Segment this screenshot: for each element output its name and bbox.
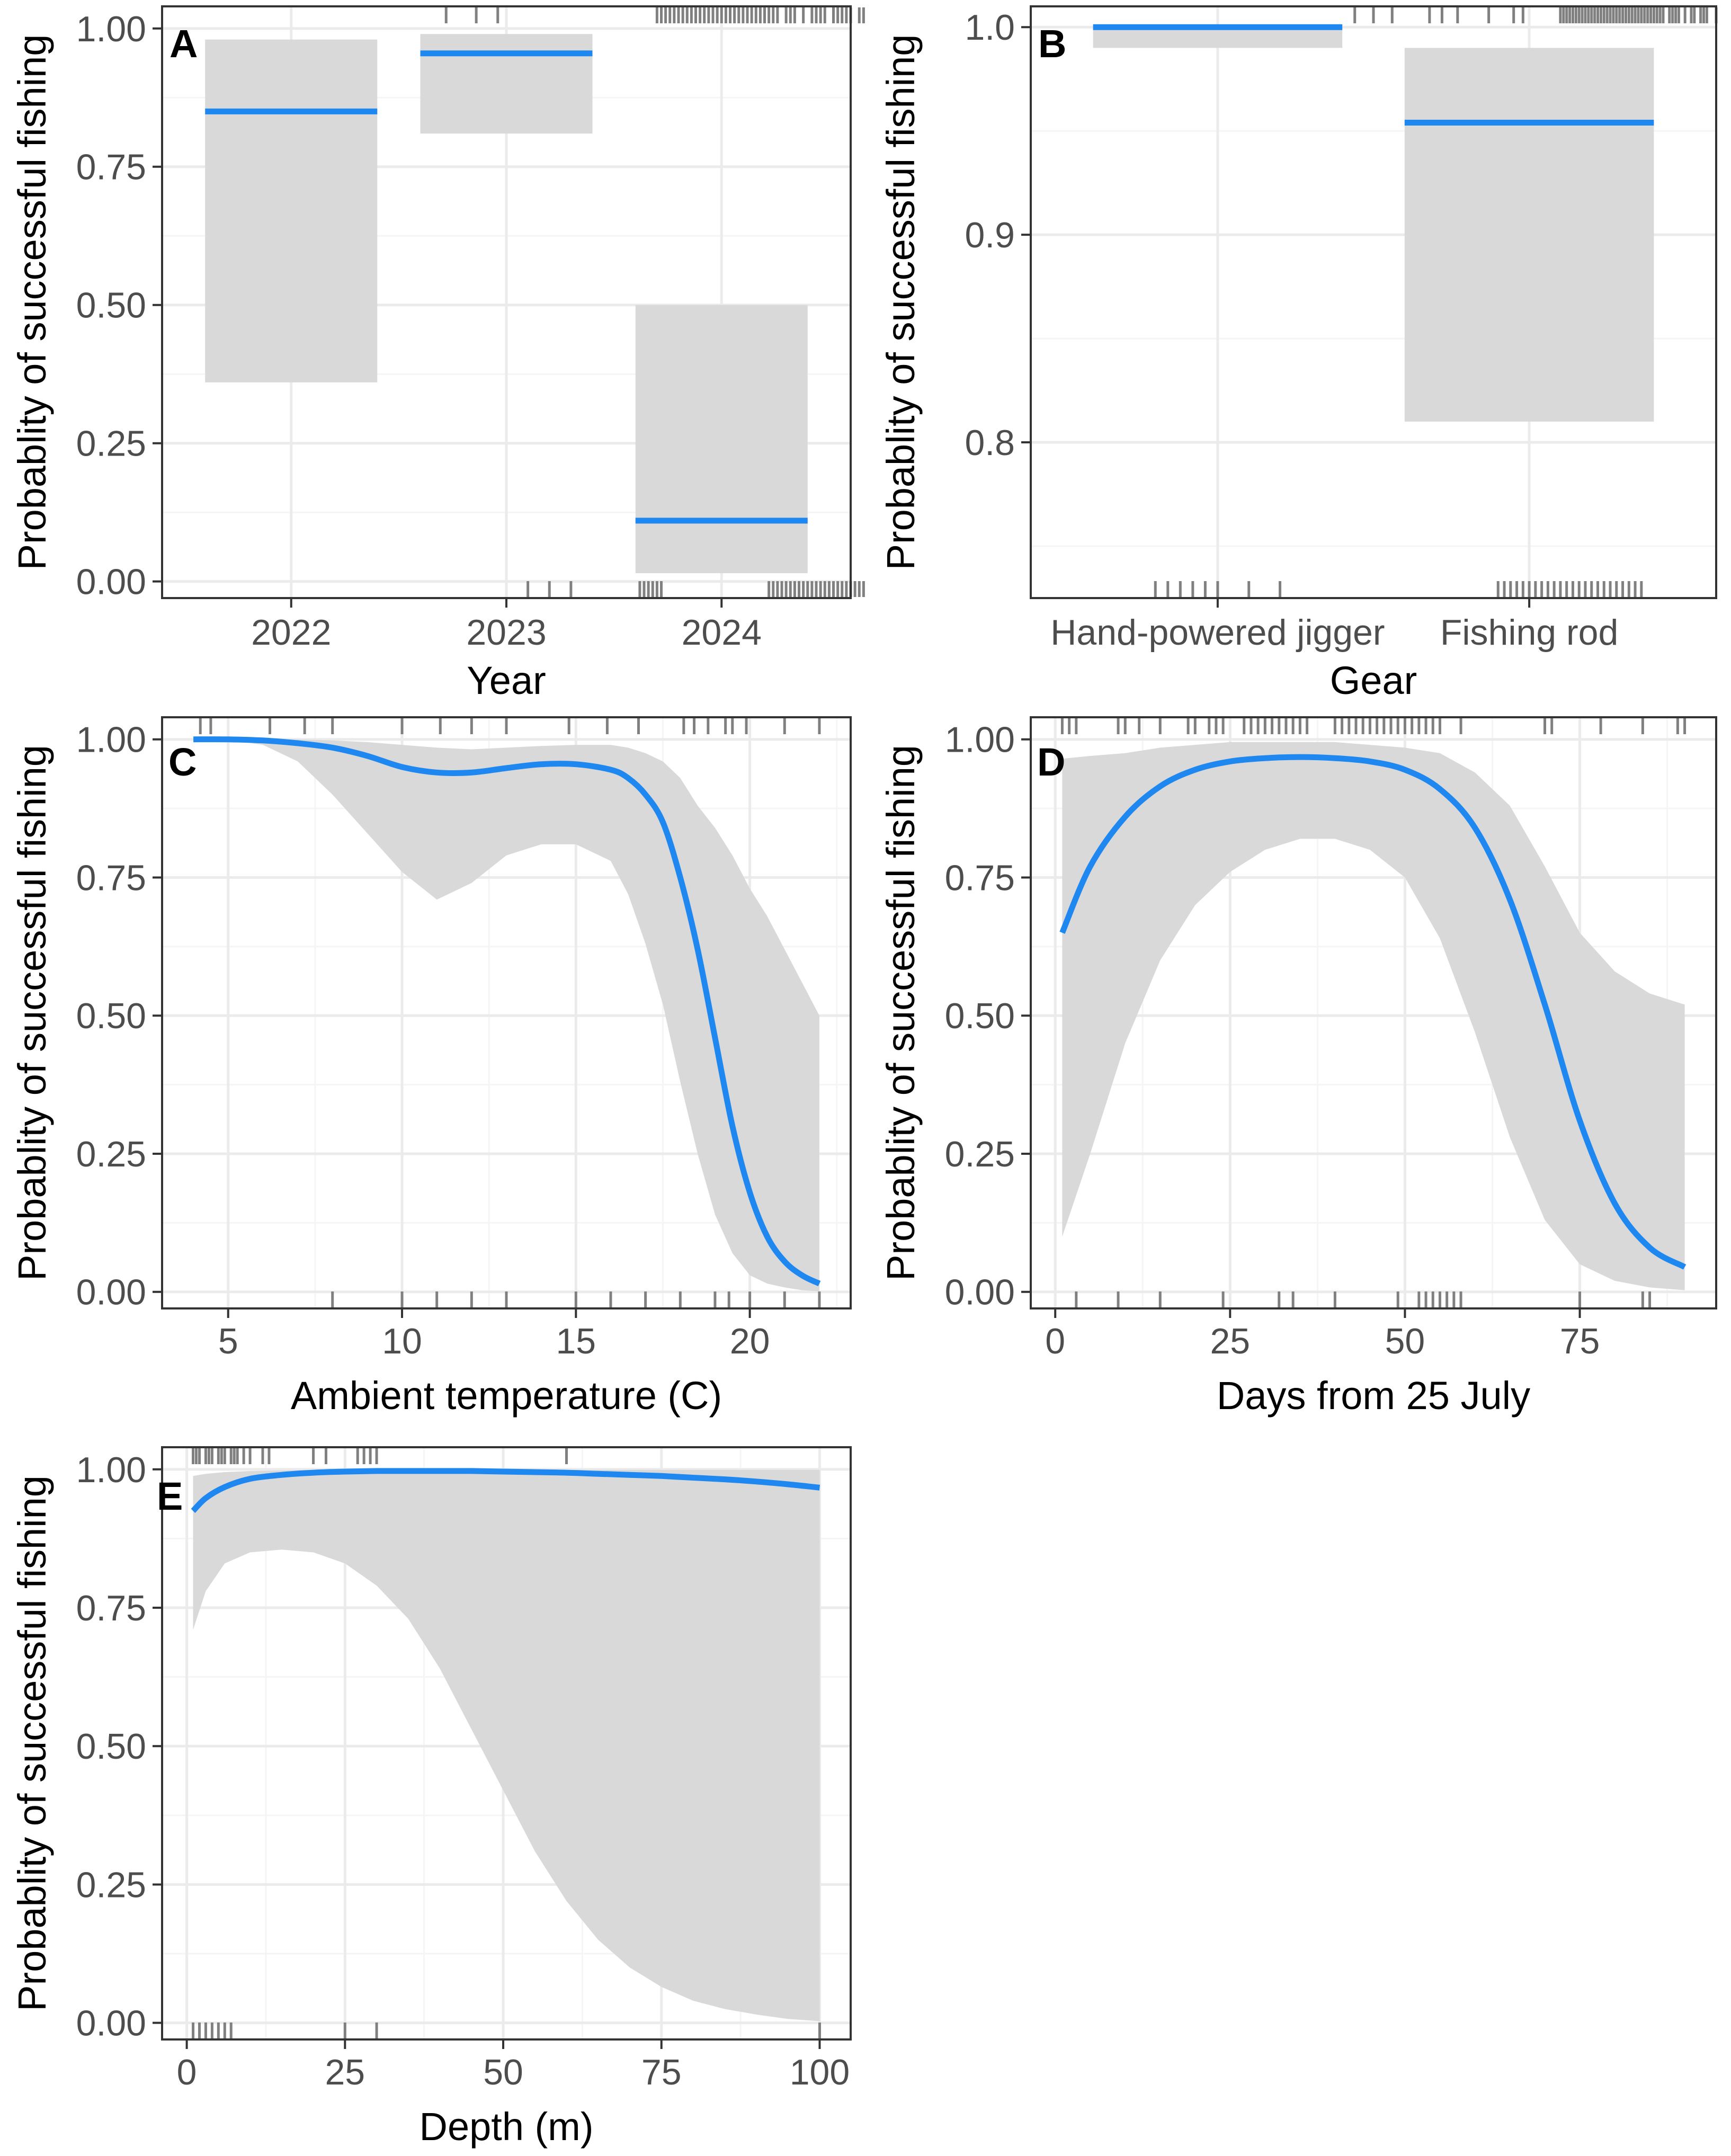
x-tick-label: 15: [556, 1321, 596, 1361]
x-tick-label: 10: [382, 1321, 422, 1361]
fitted-line: [193, 736, 821, 1287]
x-tick-label: 2022: [251, 612, 331, 653]
y-tick-label: 0.50: [76, 996, 146, 1036]
panel-letter: C: [168, 740, 197, 784]
x-tick-label: 50: [1385, 1321, 1425, 1361]
x-tick-label: 100: [790, 2052, 850, 2092]
y-tick-label: 0.50: [76, 286, 146, 326]
y-tick-label: 0.25: [76, 1865, 146, 1905]
ci-ribbon: [193, 739, 819, 1291]
y-tick-label: 0.00: [76, 562, 146, 602]
y-tick-label: 0.50: [945, 996, 1015, 1036]
y-tick-label: 0.25: [76, 1134, 146, 1174]
x-axis-title: Gear: [1330, 658, 1417, 702]
panel-letter: A: [169, 22, 198, 66]
y-tick-label: 0.75: [76, 858, 146, 898]
x-tick-label: Fishing rod: [1440, 612, 1618, 653]
y-tick-label: 0.75: [945, 858, 1015, 898]
panel-border: [1030, 5, 1717, 599]
x-tick-label: 0: [1045, 1321, 1065, 1361]
y-tick-label: 0.00: [76, 2003, 146, 2044]
y-tick-label: 0.75: [76, 1588, 146, 1628]
panel-letter: E: [157, 1474, 183, 1518]
x-tick-label: Hand-powered jigger: [1050, 612, 1385, 653]
y-axis-title: Probablity of successful fishing: [879, 34, 923, 571]
y-tick-label: 0.25: [76, 424, 146, 464]
y-tick-label: 0.25: [945, 1134, 1015, 1174]
panel-border: [1030, 716, 1717, 1309]
ci-box: [1093, 27, 1343, 48]
y-tick-label: 0.00: [945, 1272, 1015, 1313]
y-tick-label: 1.0: [965, 7, 1015, 48]
x-tick-label: 2024: [682, 612, 762, 653]
x-axis-title: Ambient temperature (C): [291, 1374, 722, 1418]
fitted-line: [191, 1468, 820, 1513]
y-tick-label: 0.9: [965, 215, 1015, 255]
x-tick-label: 75: [641, 2052, 682, 2092]
x-tick-label: 2023: [466, 612, 546, 653]
ci-ribbon: [193, 1469, 820, 2021]
y-axis-title: Probablity of successful fishing: [10, 1475, 54, 2011]
y-tick-label: 1.00: [76, 9, 146, 49]
y-axis-title: Probablity of successful fishing: [10, 745, 54, 1281]
y-tick-label: 1.00: [76, 720, 146, 760]
y-tick-label: 1.00: [76, 1450, 146, 1490]
chart-b-svg: 0.8 0.9 1.0 Hand-powered jigger Fishing rod G…: [879, 5, 1718, 702]
y-tick-label: 1.00: [945, 720, 1015, 760]
panel-b-gear: 0.8 0.9 1.0 Hand-powered jigger Fishing rod G…: [866, 0, 1731, 710]
x-tick-label: 25: [325, 2052, 365, 2092]
x-axis-title: Year: [467, 658, 546, 702]
chart-a-svg: 0.00 0.25 0.50 0.75 1.00 2022 2023 2024 Year Prob…: [10, 5, 865, 702]
ci-box: [1404, 48, 1654, 422]
panel-a-year: 0.00 0.25 0.50 0.75 1.00 2022 2023 2024 Year Prob…: [0, 0, 866, 710]
x-tick-label: 0: [177, 2052, 197, 2092]
ci-box: [420, 34, 593, 134]
panel-letter: B: [1038, 22, 1066, 66]
y-tick-label: 0.8: [965, 423, 1015, 463]
x-tick-label: 50: [483, 2052, 523, 2092]
panel-border: [161, 716, 852, 1309]
panel-letter: D: [1037, 740, 1065, 784]
x-axis-title: Days from 25 July: [1217, 1374, 1530, 1418]
x-tick-label: 25: [1210, 1321, 1250, 1361]
chart-e-svg: 0.00 0.25 0.50 0.75 1.00 0 25 50 75 100 Depth (m) P…: [10, 1446, 852, 2149]
y-tick-label: 0.50: [76, 1726, 146, 1767]
chart-d-svg: 0.00 0.25 0.50 0.75 1.00 0 25 50 75 Days from 25 …: [879, 716, 1717, 1418]
ci-box: [635, 305, 808, 574]
panel-e-depth: 0.00 0.25 0.50 0.75 1.00 0 25 50 75 100 Depth (m) P…: [0, 1436, 866, 2156]
panel-border: [161, 1446, 852, 2041]
y-axis-title: Probablity of successful fishing: [10, 34, 54, 571]
y-axis-title: Probablity of successful fishing: [879, 745, 923, 1281]
panel-d-days: 0.00 0.25 0.50 0.75 1.00 0 25 50 75 Days from 25 …: [866, 710, 1731, 1436]
y-tick-label: 0.75: [76, 147, 146, 188]
x-tick-label: 20: [730, 1321, 770, 1361]
x-axis-title: Depth (m): [420, 2105, 594, 2149]
x-tick-label: 5: [218, 1321, 238, 1361]
ci-box: [205, 39, 378, 382]
y-tick-label: 0.00: [76, 1272, 146, 1313]
panel-c-temperature: 0.00 0.25 0.50 0.75 1.00 5 10 15 20 Ambient tempe…: [0, 710, 866, 1436]
fitted-line: [1059, 754, 1687, 1270]
ci-ribbon: [1062, 742, 1685, 1290]
x-tick-label: 75: [1560, 1321, 1600, 1361]
